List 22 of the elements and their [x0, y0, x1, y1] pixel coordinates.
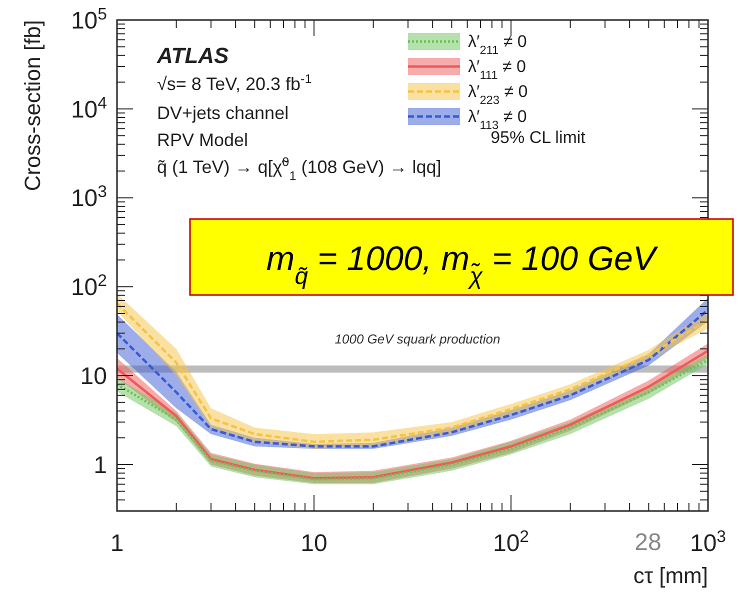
- y-axis-title: Cross-section [fb]: [20, 20, 45, 192]
- y-tick-label: 1: [94, 452, 107, 479]
- annotation: m$_{q̃}$ = 1000, m$_{χ̃}$ = 100 GeV: [266, 240, 659, 290]
- x-tick-label: 10: [300, 530, 328, 557]
- annotation: √s= 8 TeV, 20.3 fb$^{-1}$: [157, 72, 312, 94]
- y-tick-label: 10$^{4}$: [70, 92, 107, 124]
- x-tick-label: 1: [110, 530, 124, 557]
- annotation: DV+jets channel: [157, 103, 289, 123]
- legend-label: λ′$_{211}$ ≠ 0: [468, 32, 527, 57]
- x-axis-title: cτ [mm]: [633, 563, 708, 588]
- x-tick-label: 10$^{3}$: [690, 526, 726, 557]
- x-tick-label: 10$^{2}$: [492, 526, 530, 557]
- legend-label: λ′$_{111}$ ≠ 0: [468, 57, 526, 82]
- text: 28: [634, 529, 662, 556]
- y-tick-label: 10$^{3}$: [70, 182, 107, 212]
- band-label: 1000 GeV squark production: [334, 331, 500, 346]
- legend-label: λ′$_{223}$ ≠ 0: [468, 82, 528, 107]
- y-tick-label: 10$^{2}$: [70, 270, 107, 302]
- y-tick-label: 10: [80, 363, 107, 390]
- y-tick-label: 10$^{5}$: [70, 4, 107, 34]
- annotation: RPV Model: [157, 130, 248, 150]
- annotation: ATLAS: [156, 43, 230, 68]
